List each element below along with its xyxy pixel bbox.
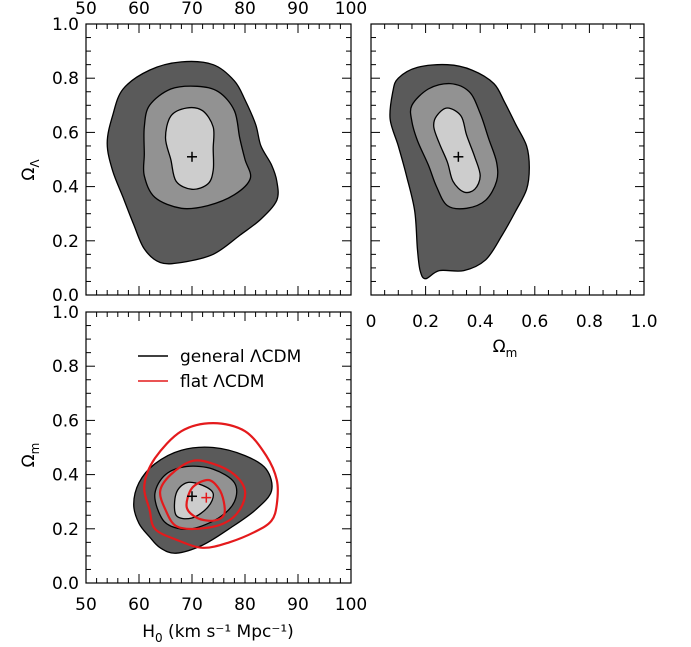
x-tick-label: 0.4 — [467, 312, 494, 332]
y-tick-label: 0.8 — [52, 69, 79, 89]
contour-inner — [433, 107, 481, 194]
x-tick-label: 1.0 — [630, 312, 657, 332]
x-tick-label: 0 — [366, 312, 377, 332]
x-tick-label: 60 — [128, 0, 150, 19]
panel-frame — [85, 311, 352, 584]
flat-contour-outer — [143, 421, 279, 549]
x-tick-label: 0.8 — [576, 312, 603, 332]
x-tick-label: 100 — [335, 0, 367, 19]
y-tick-label: 0.0 — [52, 286, 79, 306]
x-tick-label: 70 — [181, 595, 203, 615]
x-tick-label: 80 — [234, 595, 256, 615]
x-tick-label: 90 — [287, 595, 309, 615]
x-axis-title: Ωm — [493, 337, 518, 360]
legend-label-general: general ΛCDM — [180, 347, 301, 367]
y-tick-label: 0.6 — [52, 123, 79, 143]
x-tick-label: 50 — [75, 0, 97, 19]
x-tick-label: 100 — [335, 595, 367, 615]
x-tick-label: 0.2 — [412, 312, 439, 332]
y-tick-label: 0.0 — [52, 574, 79, 594]
x-tick-label: 80 — [234, 0, 256, 19]
x-tick-label: 90 — [287, 0, 309, 19]
x-tick-label: 70 — [181, 0, 203, 19]
panel-frame — [370, 23, 645, 296]
y-tick-label: 0.4 — [52, 466, 79, 486]
y-tick-label: 0.8 — [52, 357, 79, 377]
best-fit-marker-flat — [201, 492, 212, 503]
y-tick-label: 1.0 — [52, 15, 79, 35]
y-tick-label: 1.0 — [52, 303, 79, 323]
x-tick-label: 60 — [128, 595, 150, 615]
contour-inner — [164, 106, 215, 190]
y-tick-label: 0.2 — [52, 232, 79, 252]
best-fit-marker — [453, 151, 464, 162]
panel-omegam-omegalambda: 0 0.2 0.4 0.6 0.8 1.0 Ωm — [366, 23, 658, 360]
x-tick-label: 0.6 — [521, 312, 548, 332]
flat-contour-inner — [185, 478, 226, 522]
panel-frame — [85, 23, 352, 296]
y-axis-title: ΩΛ — [19, 159, 42, 181]
legend: general ΛCDM flat ΛCDM — [138, 347, 301, 392]
legend-label-flat: flat ΛCDM — [180, 372, 264, 392]
y-tick-label: 0.6 — [52, 411, 79, 431]
x-axis-title: H0 (km s⁻¹ Mpc⁻¹) — [142, 622, 294, 645]
flat-contour-middle — [158, 459, 247, 531]
panel-h0-omegalambda: 50 60 70 80 90 100 0.0 0.2 0.4 0.6 0.8 1.0 ΩΛ — [19, 0, 367, 306]
y-tick-label: 0.4 — [52, 178, 79, 198]
panel-h0-omegam: 50 60 70 80 90 100 0.0 0.2 0.4 0.6 0.8 1.0 Ωm H0 (k… — [19, 303, 367, 645]
best-fit-marker-general — [187, 491, 197, 502]
best-fit-marker — [187, 151, 197, 162]
y-tick-label: 0.2 — [52, 520, 79, 540]
contour-inner — [173, 481, 215, 520]
y-axis-title: Ωm — [19, 443, 42, 468]
x-tick-label: 50 — [75, 595, 97, 615]
